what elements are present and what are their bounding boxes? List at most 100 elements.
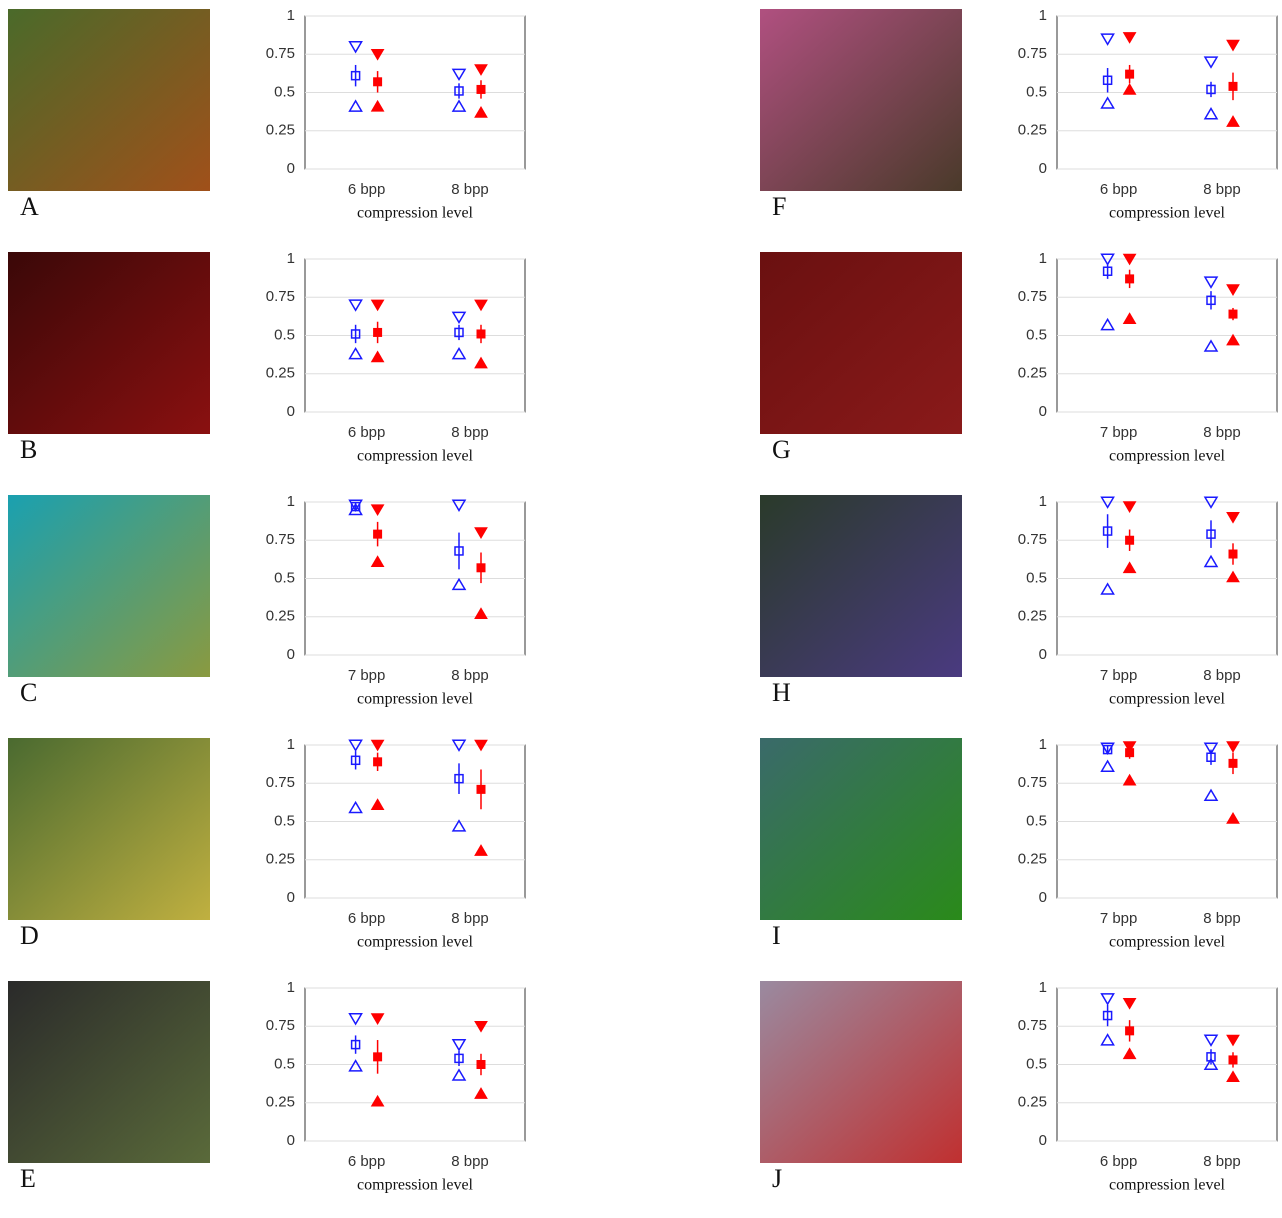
y-tick-label: 0.75 xyxy=(1018,45,1047,62)
y-tick-label: 0.5 xyxy=(274,326,295,343)
x-tick-label: 8 bpp xyxy=(1203,181,1241,198)
x-axis-label: compression level xyxy=(357,1177,474,1194)
photo xyxy=(760,495,962,677)
y-tick-label: 0.25 xyxy=(266,122,295,139)
y-tick-label: 0.75 xyxy=(266,288,295,305)
x-tick-label: 7 bpp xyxy=(1100,910,1138,927)
mean-marker xyxy=(374,328,382,336)
mean-marker xyxy=(1229,310,1237,318)
panel: B00.250.50.7516 bpp8 bppcompression leve… xyxy=(8,250,525,465)
y-tick-label: 0 xyxy=(287,160,295,177)
y-tick-label: 1 xyxy=(287,979,295,996)
y-tick-label: 0.25 xyxy=(1018,608,1047,625)
panel-label: G xyxy=(772,435,791,464)
x-axis-label: compression level xyxy=(357,934,474,951)
panel: G00.250.50.7517 bpp8 bppcompression leve… xyxy=(760,250,1277,465)
y-tick-label: 0.5 xyxy=(1026,83,1047,100)
y-tick-label: 0.75 xyxy=(266,531,295,548)
y-tick-label: 1 xyxy=(287,736,295,753)
photo xyxy=(760,9,962,191)
panel: D00.250.50.7516 bpp8 bppcompression leve… xyxy=(8,736,525,951)
x-tick-label: 7 bpp xyxy=(1100,424,1138,441)
y-tick-label: 0.75 xyxy=(266,45,295,62)
x-axis-label: compression level xyxy=(1109,1177,1226,1194)
panel-label: F xyxy=(772,192,786,221)
y-tick-label: 0.5 xyxy=(1026,569,1047,586)
y-tick-label: 1 xyxy=(1039,493,1047,510)
mean-marker xyxy=(1126,70,1134,78)
panel-label: J xyxy=(772,1164,782,1193)
x-axis-label: compression level xyxy=(1109,691,1226,708)
panel-label: C xyxy=(20,678,37,707)
y-tick-label: 0 xyxy=(287,646,295,663)
y-tick-label: 0 xyxy=(1039,160,1047,177)
y-tick-label: 1 xyxy=(1039,736,1047,753)
x-tick-label: 8 bpp xyxy=(1203,910,1241,927)
y-tick-label: 0.75 xyxy=(1018,1017,1047,1034)
mean-marker xyxy=(477,330,485,338)
y-tick-label: 0.5 xyxy=(1026,812,1047,829)
x-tick-label: 6 bpp xyxy=(1100,1153,1138,1170)
mean-marker xyxy=(374,1053,382,1061)
y-tick-label: 0.25 xyxy=(1018,851,1047,868)
y-tick-label: 0.25 xyxy=(1018,365,1047,382)
mean-marker xyxy=(1229,550,1237,558)
mean-marker xyxy=(477,785,485,793)
mean-marker xyxy=(1229,759,1237,767)
photo xyxy=(8,495,210,677)
y-tick-label: 0.25 xyxy=(1018,1094,1047,1111)
y-tick-label: 1 xyxy=(287,250,295,267)
x-tick-label: 7 bpp xyxy=(348,667,386,684)
y-tick-label: 1 xyxy=(287,493,295,510)
photo xyxy=(8,9,210,191)
mean-marker xyxy=(374,530,382,538)
photo xyxy=(8,981,210,1163)
photo xyxy=(8,252,210,434)
panel: E00.250.50.7516 bpp8 bppcompression leve… xyxy=(8,979,525,1194)
y-tick-label: 0.75 xyxy=(266,774,295,791)
panel-label: E xyxy=(20,1164,36,1193)
mean-marker xyxy=(477,85,485,93)
x-tick-label: 6 bpp xyxy=(1100,181,1138,198)
y-tick-label: 0 xyxy=(287,889,295,906)
mean-marker xyxy=(477,1061,485,1069)
y-tick-label: 0.25 xyxy=(266,608,295,625)
y-tick-label: 0.25 xyxy=(1018,122,1047,139)
y-tick-label: 1 xyxy=(287,7,295,24)
y-tick-label: 0.25 xyxy=(266,1094,295,1111)
y-tick-label: 0.5 xyxy=(274,1055,295,1072)
x-axis-label: compression level xyxy=(1109,205,1226,222)
y-tick-label: 1 xyxy=(1039,250,1047,267)
y-tick-label: 1 xyxy=(1039,7,1047,24)
y-tick-label: 0.5 xyxy=(274,569,295,586)
y-tick-label: 0.75 xyxy=(1018,531,1047,548)
y-tick-label: 0 xyxy=(287,403,295,420)
photo xyxy=(8,738,210,920)
mean-marker xyxy=(374,78,382,86)
photo xyxy=(760,252,962,434)
y-tick-label: 0.5 xyxy=(1026,326,1047,343)
mean-marker xyxy=(1229,82,1237,90)
x-tick-label: 8 bpp xyxy=(1203,424,1241,441)
figure: A 0 0.25 0.5 0.75 1 6 bpp 8 bpp compression leve… xyxy=(0,0,1282,1218)
panel-label: B xyxy=(20,435,37,464)
y-tick-label: 1 xyxy=(1039,979,1047,996)
panel-label: H xyxy=(772,678,791,707)
x-tick-label: 8 bpp xyxy=(451,910,489,927)
x-tick-label: 8 bpp xyxy=(1203,1153,1241,1170)
x-tick-label: 8 bpp xyxy=(1203,667,1241,684)
x-axis-label: compression level xyxy=(357,691,474,708)
x-axis-label: compression level xyxy=(357,205,474,222)
x-tick-label: 6 bpp xyxy=(348,424,386,441)
x-axis-label: compression level xyxy=(357,448,474,465)
y-tick-label: 0 xyxy=(1039,889,1047,906)
mean-marker xyxy=(477,564,485,572)
x-tick-label: 6 bpp xyxy=(348,181,386,198)
panel-label: A xyxy=(20,192,39,221)
mean-marker xyxy=(1126,536,1134,544)
y-tick-label: 0.25 xyxy=(266,365,295,382)
y-tick-label: 0.75 xyxy=(1018,288,1047,305)
